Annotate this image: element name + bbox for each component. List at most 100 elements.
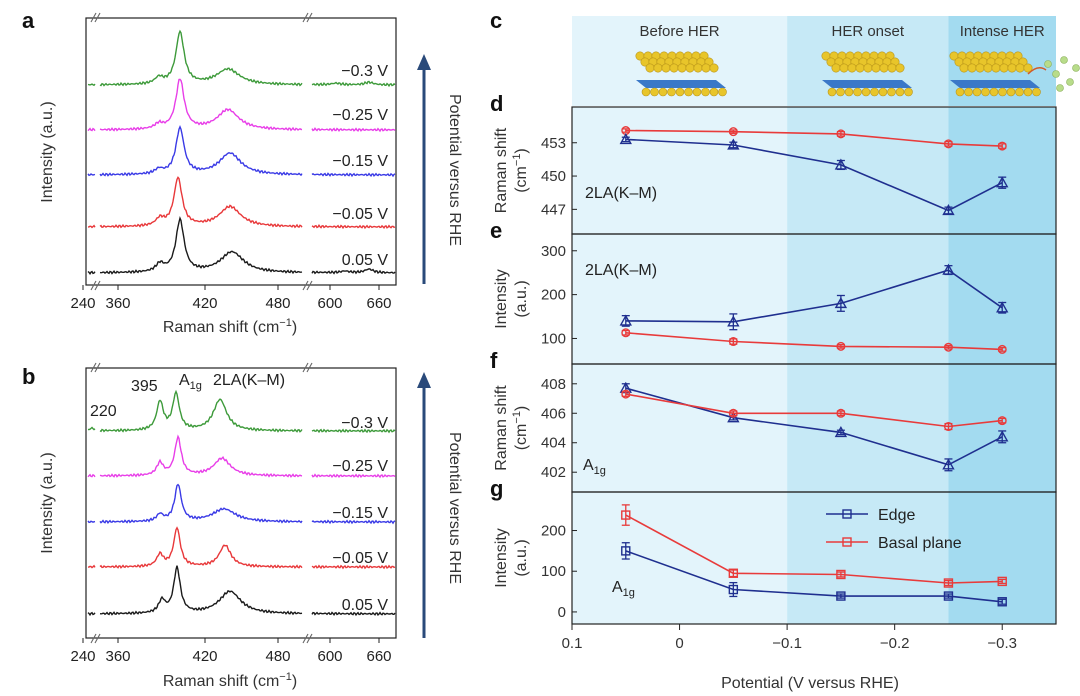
spectra-panel-b: 220 395 A1g 2LA(K–M) −0.3 V −0.25 V −0.1… <box>39 362 397 690</box>
point-d-edge-4 <box>996 176 1009 188</box>
region-banner: Before HER HER onset Intense HER <box>572 16 1080 106</box>
specA-spectrum-2-seg-1 <box>99 124 303 177</box>
point-f-edge-1 <box>727 411 740 423</box>
ytick-f-3: 408 <box>541 376 566 393</box>
potential-label-b-1: −0.25 V <box>332 458 388 475</box>
specA-spectrum-1-seg-2 <box>311 127 396 133</box>
panel-g: g 0 100 200 Intensity (a.u.) A1g <box>490 476 1057 625</box>
xlabel-potential: Potential (V versus RHE) <box>721 675 899 692</box>
panel-label-e: e <box>490 218 502 243</box>
mos2-slab-icon <box>949 51 1080 97</box>
xtick-2: −0.1 <box>772 635 802 652</box>
mos2-slab-icon <box>821 51 913 97</box>
ytick-d-2: 453 <box>541 135 566 152</box>
point-f-basal-0 <box>621 389 631 399</box>
point-d-basal-2 <box>836 129 846 139</box>
point-d-edge-3 <box>942 204 955 216</box>
ytick-d-0: 447 <box>541 201 566 218</box>
specA-spectrum-4-seg-2 <box>311 268 396 275</box>
point-d-edge-2 <box>834 158 848 170</box>
point-f-edge-4 <box>996 430 1009 442</box>
point-d-basal-3 <box>943 139 953 149</box>
tick-a-480: 480 <box>265 295 290 312</box>
region-bg-2 <box>948 107 1056 624</box>
specB-spectrum-2-seg-1 <box>99 483 303 525</box>
potential-label-a-2: −0.15 V <box>332 153 388 170</box>
tick-a-660: 660 <box>366 295 391 312</box>
annotation-f: A1g <box>583 457 606 477</box>
tick-a-600: 600 <box>317 295 342 312</box>
specB-spectrum-1-seg-0 <box>87 473 96 478</box>
point-f-basal-4 <box>997 416 1007 426</box>
point-g-edge-0 <box>621 546 631 556</box>
potential-label-b-0: −0.3 V <box>341 415 388 432</box>
ylabel-e: Intensity <box>493 269 510 329</box>
tick-b-360: 360 <box>105 648 130 665</box>
specA-spectrum-1-seg-1 <box>99 78 303 132</box>
point-e-basal-4 <box>997 344 1007 354</box>
point-f-edge-3 <box>942 458 955 470</box>
ylabel2-d: (cm−1) <box>511 148 530 193</box>
specB-spectrum-3-seg-0 <box>88 564 96 569</box>
ylabel-a: Intensity (a.u.) <box>39 101 56 202</box>
region-label-1: HER onset <box>832 23 905 40</box>
specB-spectrum-0-seg-1 <box>99 389 303 433</box>
xlabel-a: Raman shift (cm−1) <box>163 317 297 336</box>
spectra-panel-a: −0.3 V −0.25 V −0.15 V −0.05 V 0.05 V 24… <box>39 12 397 336</box>
ytick-g-2: 200 <box>541 523 566 540</box>
peak-label-395: 395 <box>131 378 158 395</box>
specA-spectrum-0-seg-1 <box>99 29 303 87</box>
ytick-f-1: 404 <box>541 435 566 452</box>
panel-label-g: g <box>490 476 503 501</box>
legend-label-edge: Edge <box>878 507 915 524</box>
peak-label-a1g: A1g <box>179 372 202 392</box>
xtick-0: 0.1 <box>562 635 583 652</box>
point-f-basal-2 <box>836 408 846 418</box>
point-g-basal-0 <box>621 510 631 520</box>
point-d-edge-0 <box>619 132 632 145</box>
specA-spectrum-3-seg-1 <box>99 176 303 229</box>
point-g-basal-4 <box>997 576 1007 587</box>
point-e-edge-0 <box>619 314 632 326</box>
potential-arrow-a: Potential versus RHE <box>417 54 463 284</box>
specB-spectrum-3-seg-1 <box>99 526 303 569</box>
point-e-edge-2 <box>834 296 848 309</box>
legend-marker-edge <box>842 509 852 519</box>
legend-marker-basal <box>842 537 852 547</box>
point-e-edge-4 <box>996 301 1009 313</box>
potential-label-a-3: −0.05 V <box>332 206 388 223</box>
point-e-basal-0 <box>621 328 631 338</box>
specA-spectrum-0-seg-0 <box>87 83 96 87</box>
ylabel2-e: (a.u.) <box>513 280 530 317</box>
specB-spectrum-0-seg-2 <box>311 428 396 434</box>
specA-spectrum-2-seg-2 <box>311 172 396 178</box>
annotation-g: A1g <box>612 579 635 599</box>
ytick-d-1: 450 <box>541 168 566 185</box>
point-f-edge-2 <box>834 425 848 438</box>
specB-spectrum-4-seg-0 <box>87 611 96 617</box>
point-g-edge-1 <box>728 584 739 595</box>
specB-spectrum-4-seg-1 <box>99 565 303 616</box>
region-bg-0 <box>572 107 788 624</box>
xticks-potential: 0.1 0 −0.1 −0.2 −0.3 <box>562 624 1017 652</box>
panel-label-f: f <box>490 348 498 373</box>
ylabel2-g: (a.u.) <box>513 539 530 576</box>
specB-spectrum-2-seg-2 <box>311 519 396 525</box>
point-g-basal-1 <box>728 568 739 578</box>
point-d-edge-1 <box>727 138 740 150</box>
annotation-d: 2LA(K–M) <box>585 185 657 202</box>
specA-spectrum-3-seg-0 <box>88 224 96 229</box>
specB-spectrum-4-seg-2 <box>311 611 396 617</box>
ytick-f-2: 406 <box>541 405 566 422</box>
specA-spectrum-3-seg-2 <box>311 224 396 230</box>
panel-label-c: c <box>490 8 502 33</box>
panel-label-b: b <box>22 364 35 389</box>
specA-spectrum-2-seg-0 <box>87 173 96 177</box>
point-g-edge-2 <box>836 591 846 601</box>
region-bg-1 <box>787 107 949 624</box>
specA-spectrum-4-seg-0 <box>87 270 96 276</box>
potential-label-a-4: 0.05 V <box>342 252 389 269</box>
point-f-basal-3 <box>943 422 953 432</box>
specB-spectrum-1-seg-1 <box>99 434 303 478</box>
